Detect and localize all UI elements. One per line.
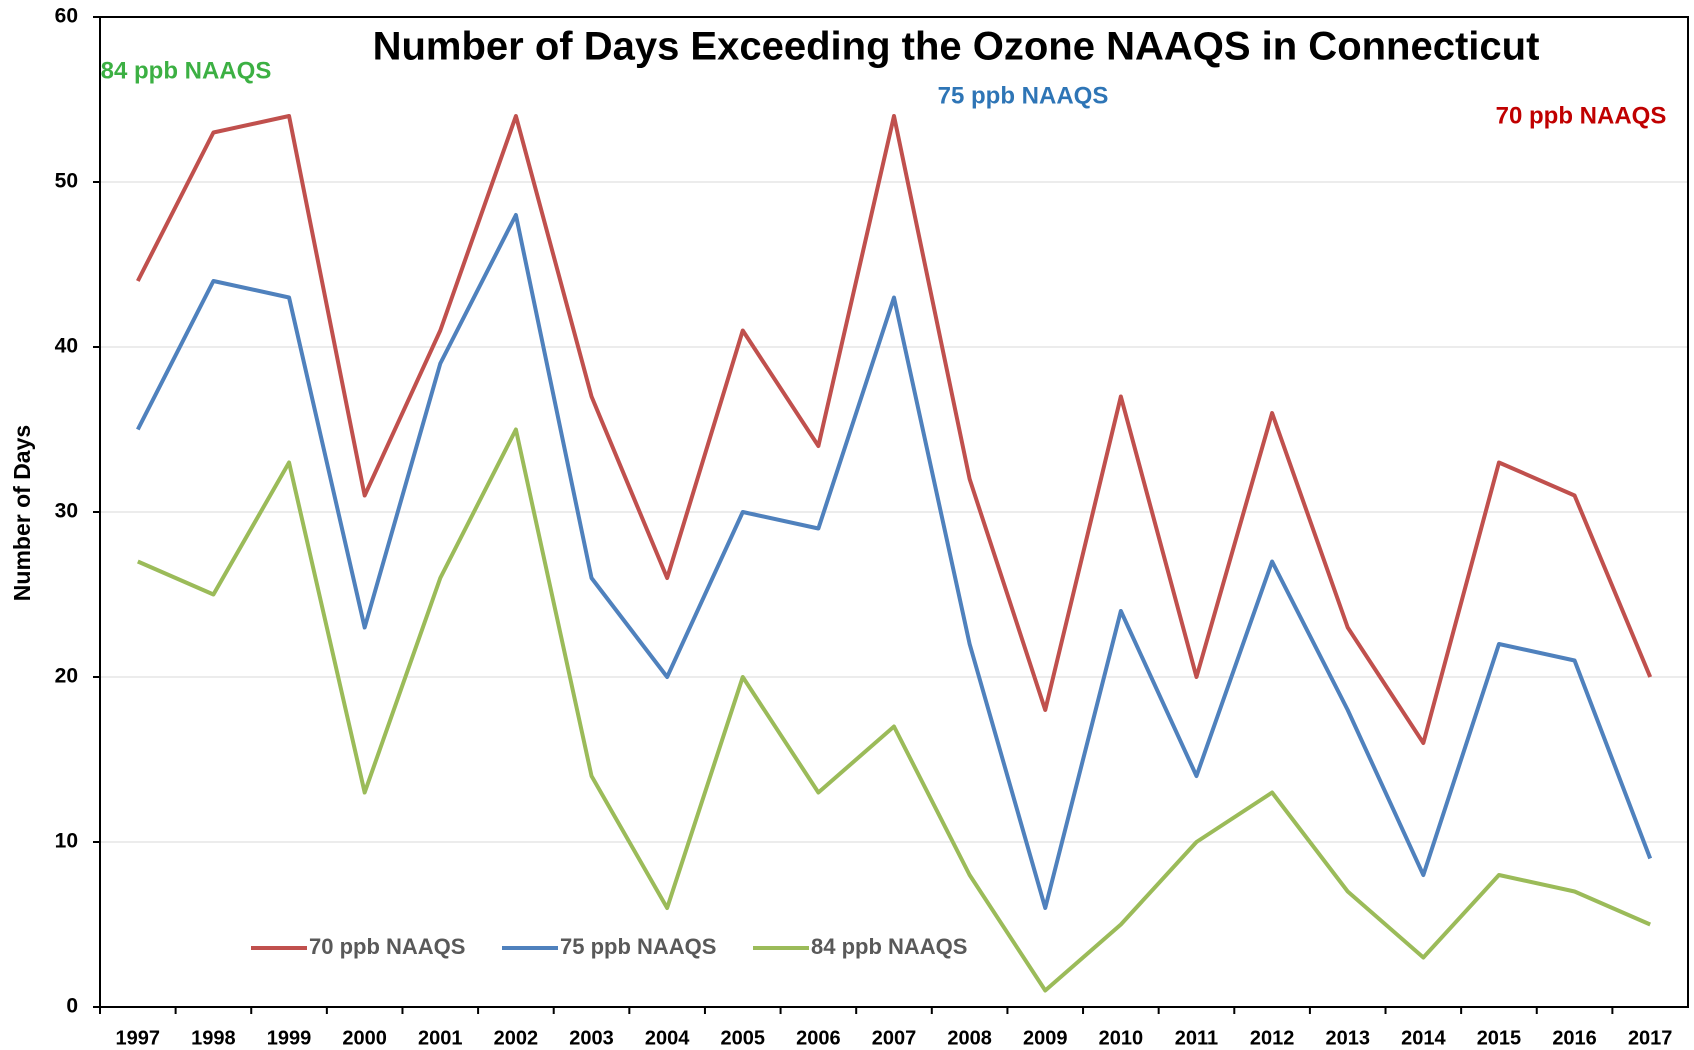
x-tick-label: 2001	[418, 1027, 463, 1049]
legend-label: 84 ppb NAAQS	[811, 934, 967, 959]
x-tick-label: 2008	[947, 1027, 992, 1049]
x-tick-label: 2017	[1628, 1027, 1673, 1049]
y-tick-label: 30	[55, 500, 78, 523]
y-tick-label: 10	[55, 830, 78, 853]
series-line	[136, 213, 1653, 910]
legend-label: 75 ppb NAAQS	[560, 934, 716, 959]
y-axis-label: Number of Days	[9, 425, 35, 601]
y-tick-label: 60	[55, 5, 78, 28]
x-tick-label: 2006	[796, 1027, 841, 1049]
x-tick-label: 2016	[1552, 1027, 1597, 1049]
x-tick-label: 2009	[1023, 1027, 1068, 1049]
x-tick-label: 2010	[1099, 1027, 1144, 1049]
y-tick-label: 50	[55, 170, 78, 193]
chart-title: Number of Days Exceeding the Ozone NAAQS…	[373, 25, 1540, 69]
x-tick-label: 2013	[1325, 1027, 1370, 1049]
plot-frame	[99, 16, 1689, 1008]
x-tick-label: 2015	[1477, 1027, 1522, 1049]
x-tick-label: 2014	[1401, 1027, 1446, 1049]
x-tick-label: 2005	[721, 1027, 766, 1049]
x-tick-label: 2004	[645, 1027, 690, 1049]
x-tick-label: 2000	[342, 1027, 387, 1049]
x-tick-label: 2011	[1175, 1027, 1218, 1049]
annotation: 75 ppb NAAQS	[938, 82, 1109, 109]
x-tick-label: 2003	[569, 1027, 614, 1049]
annotation: 84 ppb NAAQS	[101, 57, 272, 84]
legend-label: 70 ppb NAAQS	[309, 934, 465, 959]
x-tick-label: 1997	[116, 1027, 161, 1049]
series-line	[136, 114, 1653, 745]
annotation: 70 ppb NAAQS	[1496, 102, 1667, 129]
y-tick-label: 40	[55, 335, 78, 358]
x-tick-label: 1999	[267, 1027, 312, 1049]
x-tick-label: 2007	[872, 1027, 917, 1049]
x-tick-label: 2002	[494, 1027, 539, 1049]
x-tick-label: 2012	[1250, 1027, 1295, 1049]
x-tick-label: 1998	[191, 1027, 236, 1049]
y-tick-label: 0	[66, 995, 78, 1018]
y-tick-label: 20	[55, 665, 78, 688]
series-line	[137, 427, 1651, 993]
